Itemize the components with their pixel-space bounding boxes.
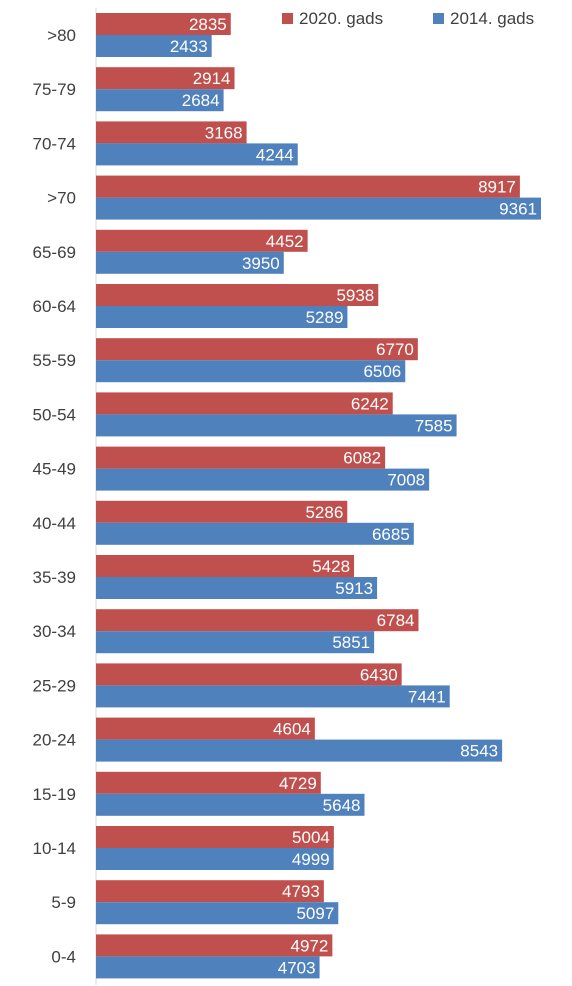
bar-series-1 [96, 826, 334, 848]
data-label: 3950 [242, 254, 280, 273]
data-label: 8917 [478, 178, 516, 197]
data-label: 2684 [182, 91, 220, 110]
bar-series-2 [96, 143, 298, 166]
bar-series-2 [96, 306, 348, 328]
data-label: 6430 [360, 665, 398, 684]
bar-series-1 [96, 771, 321, 794]
bar-series-2 [96, 739, 503, 762]
data-label: 6242 [351, 394, 389, 413]
category-label: 65-69 [33, 243, 76, 262]
bar-series-1 [96, 229, 308, 252]
data-label: 2433 [170, 37, 208, 56]
data-label: 4604 [273, 720, 311, 739]
data-label: 6685 [372, 525, 410, 544]
category-label: 60-64 [33, 297, 76, 316]
data-label: 7008 [387, 471, 425, 490]
data-label: 9361 [499, 200, 537, 219]
category-label: 20-24 [33, 731, 76, 750]
bar-series-1 [96, 500, 348, 523]
bar-series-2 [96, 793, 365, 816]
bar-series-2 [96, 902, 339, 925]
bar-series-2 [96, 360, 406, 383]
bar-series-1 [96, 392, 393, 415]
category-label: 15-19 [33, 785, 76, 804]
data-label: 6770 [376, 340, 414, 359]
data-label: 2914 [193, 69, 231, 88]
category-label: 75-79 [33, 80, 76, 99]
data-label: 5648 [323, 796, 361, 815]
category-label: >80 [47, 26, 76, 45]
bar-series-2 [96, 577, 378, 599]
category-label: 45-49 [33, 460, 76, 479]
category-label: 70-74 [33, 134, 76, 153]
data-label: 5286 [305, 503, 343, 522]
bar-series-1 [96, 663, 402, 686]
bar-series-1 [96, 67, 235, 90]
category-label: 30-34 [33, 622, 76, 641]
category-label: 40-44 [33, 514, 76, 533]
bar-series-2 [96, 956, 320, 979]
bar-series-1 [96, 13, 231, 35]
data-label: 4793 [282, 882, 320, 901]
bar-series-2 [96, 251, 284, 274]
bars: 2835 2433 2914 2684 3168 4244 8917 9361 4452 3950… [96, 13, 541, 979]
data-label: 5097 [296, 904, 334, 923]
category-label: 50-54 [33, 405, 76, 424]
data-label: 8543 [460, 742, 498, 761]
data-label: 3168 [205, 123, 243, 142]
data-label: 4999 [292, 850, 330, 869]
bar-series-1 [96, 446, 386, 469]
bar-series-2 [96, 631, 375, 654]
data-label: 4452 [266, 232, 304, 251]
data-label: 5004 [292, 828, 330, 847]
legend-swatch [282, 13, 293, 24]
data-label: 4972 [291, 936, 329, 955]
data-label: 5289 [306, 308, 344, 327]
category-label: 25-29 [33, 676, 76, 695]
data-label: 4729 [279, 774, 317, 793]
category-label: 10-14 [33, 839, 76, 858]
legend-label: 2014. gads [450, 9, 534, 28]
data-label: 7441 [408, 687, 446, 706]
bar-series-2 [96, 522, 414, 545]
bar-series-1 [96, 934, 333, 957]
bar-series-1 [96, 284, 379, 306]
category-label: 35-39 [33, 568, 76, 587]
category-label: 5-9 [51, 893, 76, 912]
data-label: 4244 [256, 145, 294, 164]
data-label: 7585 [415, 416, 453, 435]
bar-series-1 [96, 880, 324, 903]
data-label: 4703 [278, 958, 316, 977]
category-labels: >80 75-79 70-74 >70 65-69 60-64 55-59 50-54 45-4… [33, 26, 76, 966]
legend: 2020. gads 2014. gads [282, 9, 534, 28]
data-label: 2835 [189, 15, 227, 34]
data-label: 6082 [343, 449, 381, 468]
bar-series-2 [96, 848, 334, 870]
category-label: >70 [47, 189, 76, 208]
bar-series-2 [96, 685, 450, 708]
category-label: 55-59 [33, 351, 76, 370]
bar-series-2 [96, 35, 212, 57]
bar-series-1 [96, 121, 247, 144]
legend-label: 2020. gads [299, 9, 383, 28]
bar-series-1 [96, 609, 419, 632]
legend-swatch [433, 13, 444, 24]
bar-series-2 [96, 414, 457, 437]
bar-series-2 [96, 197, 541, 220]
data-label: 5913 [335, 579, 373, 598]
bar-series-1 [96, 717, 315, 740]
bar-series-1 [96, 555, 355, 577]
data-label: 6506 [363, 362, 401, 381]
category-label: 0-4 [51, 947, 76, 966]
data-label: 6784 [377, 611, 415, 630]
bar-series-2 [96, 89, 224, 112]
data-label: 5938 [336, 286, 374, 305]
bar-series-1 [96, 338, 418, 361]
data-label: 5428 [312, 557, 350, 576]
bar-series-1 [96, 175, 520, 198]
data-label: 5851 [332, 633, 370, 652]
bar-series-2 [96, 468, 430, 491]
